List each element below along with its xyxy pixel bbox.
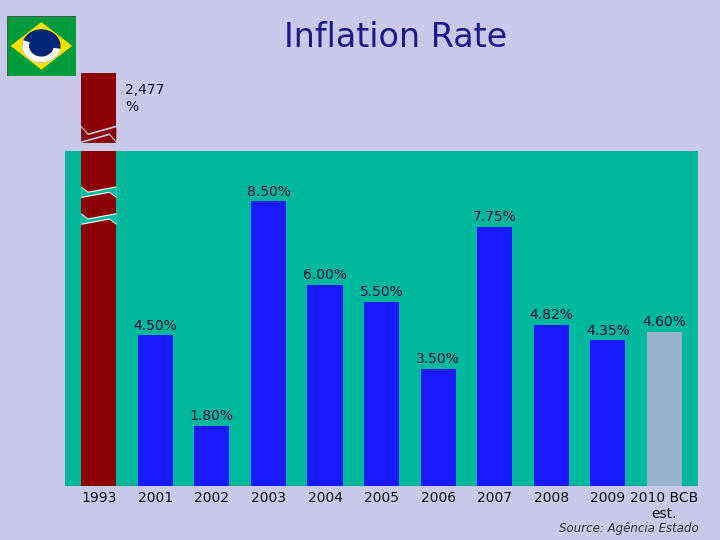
Text: 1.80%: 1.80%	[190, 409, 234, 423]
Bar	[647, 332, 682, 486]
Text: 4.82%: 4.82%	[529, 308, 573, 322]
Circle shape	[22, 29, 60, 63]
Text: 3.50%: 3.50%	[416, 352, 460, 366]
Text: Source: Agência Estado: Source: Agência Estado	[559, 522, 698, 535]
Text: 4.50%: 4.50%	[133, 319, 177, 333]
Bar	[81, 151, 117, 486]
Wedge shape	[22, 40, 60, 63]
Text: 8.50%: 8.50%	[246, 185, 290, 199]
Text: 4.60%: 4.60%	[642, 315, 686, 329]
Polygon shape	[81, 126, 116, 143]
Bar	[420, 369, 456, 486]
Polygon shape	[81, 187, 116, 197]
Polygon shape	[81, 186, 116, 198]
Text: 2,477
%: 2,477 %	[125, 83, 164, 113]
Bar	[307, 285, 343, 486]
FancyBboxPatch shape	[7, 16, 76, 76]
Text: Inflation Rate: Inflation Rate	[284, 21, 508, 55]
Bar	[81, 73, 117, 143]
Polygon shape	[11, 22, 72, 70]
Polygon shape	[81, 213, 116, 225]
Bar	[534, 325, 569, 486]
Bar	[251, 201, 286, 486]
Bar	[590, 340, 626, 486]
Bar	[138, 335, 173, 486]
Text: 7.75%: 7.75%	[473, 210, 517, 224]
Text: 6.00%: 6.00%	[303, 268, 347, 282]
Text: 4.35%: 4.35%	[586, 323, 630, 338]
Bar	[364, 302, 399, 486]
Bar	[194, 426, 230, 486]
Polygon shape	[81, 127, 116, 141]
Bar	[477, 226, 513, 486]
Polygon shape	[81, 214, 116, 224]
Text: 5.50%: 5.50%	[360, 285, 403, 299]
